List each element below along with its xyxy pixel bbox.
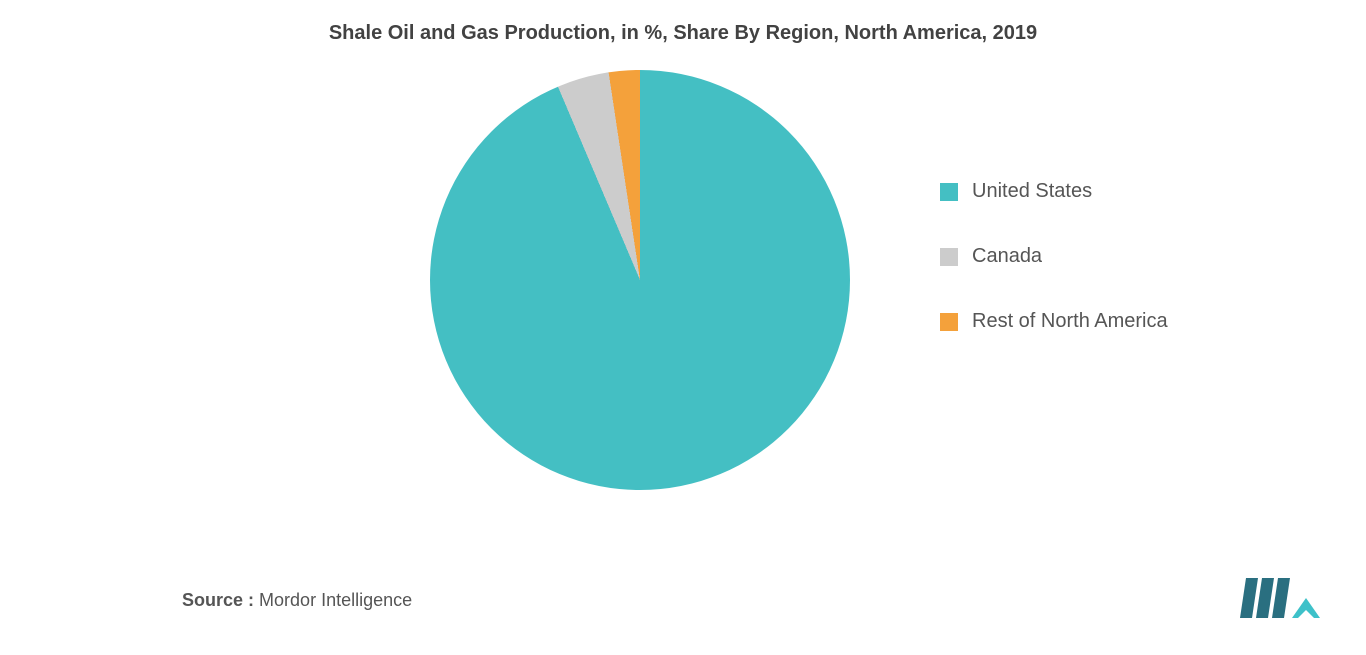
legend-label: Canada	[972, 245, 1042, 268]
mordor-logo-icon	[1240, 578, 1326, 623]
legend-label: Rest of North America	[972, 310, 1168, 333]
chart-container: Shale Oil and Gas Production, in %, Shar…	[0, 0, 1366, 655]
legend-swatch-icon	[940, 248, 958, 266]
legend: United States Canada Rest of North Ameri…	[940, 180, 1168, 375]
legend-item-us: United States	[940, 180, 1168, 203]
pie-graphic	[430, 70, 850, 490]
legend-item-canada: Canada	[940, 245, 1168, 268]
source-line: Source : Mordor Intelligence	[182, 590, 412, 611]
legend-label: United States	[972, 180, 1092, 203]
legend-swatch-icon	[940, 183, 958, 201]
chart-title: Shale Oil and Gas Production, in %, Shar…	[0, 22, 1366, 45]
source-value: Mordor Intelligence	[259, 590, 412, 610]
pie-chart	[430, 70, 850, 490]
legend-item-rest: Rest of North America	[940, 310, 1168, 333]
source-label: Source :	[182, 590, 254, 610]
legend-swatch-icon	[940, 313, 958, 331]
